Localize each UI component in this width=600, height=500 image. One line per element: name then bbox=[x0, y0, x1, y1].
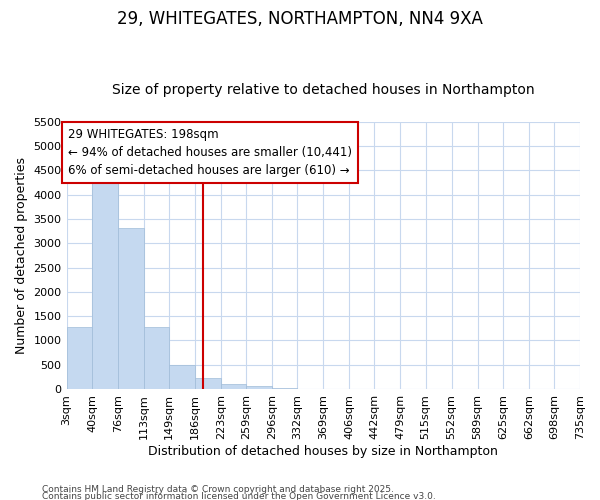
Text: Contains public sector information licensed under the Open Government Licence v3: Contains public sector information licen… bbox=[42, 492, 436, 500]
Bar bbox=[246, 386, 272, 389]
Text: 29, WHITEGATES, NORTHAMPTON, NN4 9XA: 29, WHITEGATES, NORTHAMPTON, NN4 9XA bbox=[117, 10, 483, 28]
Bar bbox=[272, 388, 298, 389]
Bar bbox=[221, 384, 246, 389]
Bar bbox=[118, 228, 144, 389]
Bar bbox=[92, 176, 118, 389]
Title: Size of property relative to detached houses in Northampton: Size of property relative to detached ho… bbox=[112, 83, 535, 97]
X-axis label: Distribution of detached houses by size in Northampton: Distribution of detached houses by size … bbox=[148, 444, 498, 458]
Y-axis label: Number of detached properties: Number of detached properties bbox=[15, 157, 28, 354]
Bar bbox=[169, 364, 195, 389]
Bar bbox=[67, 328, 92, 389]
Text: Contains HM Land Registry data © Crown copyright and database right 2025.: Contains HM Land Registry data © Crown c… bbox=[42, 486, 394, 494]
Text: 29 WHITEGATES: 198sqm
← 94% of detached houses are smaller (10,441)
6% of semi-d: 29 WHITEGATES: 198sqm ← 94% of detached … bbox=[68, 128, 352, 176]
Bar bbox=[195, 378, 221, 389]
Bar bbox=[144, 328, 169, 389]
